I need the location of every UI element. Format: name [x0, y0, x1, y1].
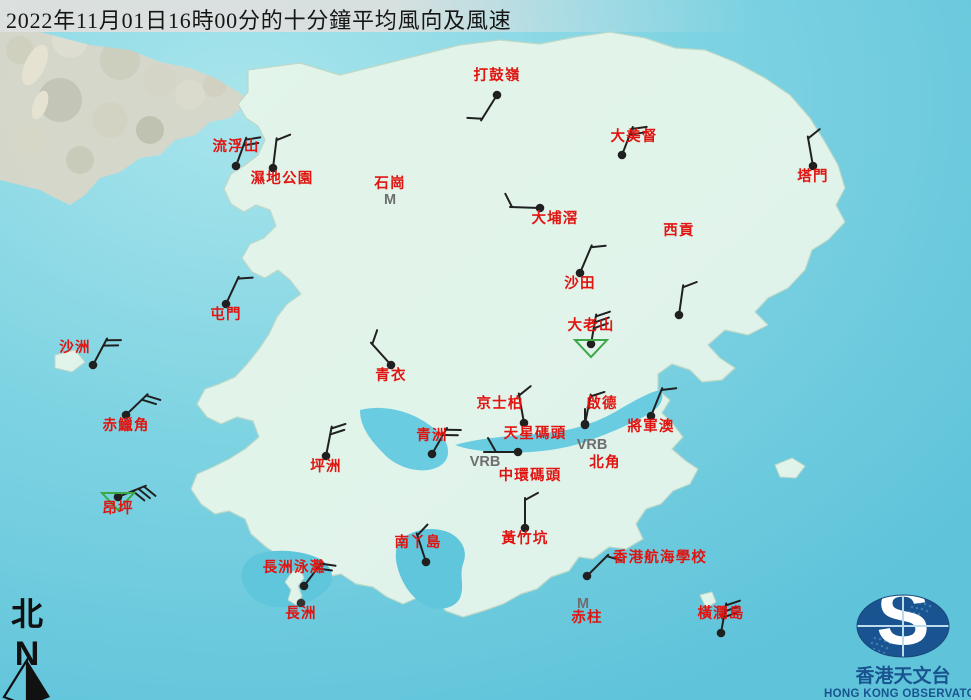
- svg-text:赤鱲角: 赤鱲角: [102, 416, 149, 434]
- svg-text:VRB: VRB: [470, 454, 501, 470]
- svg-text:橫瀾島: 橫瀾島: [697, 604, 744, 622]
- svg-text:M: M: [577, 596, 589, 612]
- svg-text:青洲: 青洲: [416, 426, 447, 444]
- svg-text:青衣: 青衣: [375, 366, 406, 384]
- svg-text:大老山: 大老山: [567, 316, 614, 334]
- svg-text:沙洲: 沙洲: [59, 339, 90, 356]
- svg-text:中環碼頭: 中環碼頭: [499, 466, 562, 484]
- svg-text:昂坪: 昂坪: [102, 500, 133, 517]
- svg-text:香港航海學校: 香港航海學校: [613, 548, 707, 566]
- svg-text:天星碼頭: 天星碼頭: [504, 425, 567, 442]
- svg-text:大埔滘: 大埔滘: [531, 209, 578, 227]
- svg-text:西貢: 西貢: [663, 222, 694, 239]
- svg-text:黃竹坑: 黃竹坑: [501, 529, 548, 547]
- svg-text:流浮山: 流浮山: [212, 137, 259, 155]
- svg-text:啟德: 啟德: [586, 394, 617, 412]
- svg-text:沙田: 沙田: [564, 275, 595, 292]
- svg-text:打鼓嶺: 打鼓嶺: [473, 66, 520, 84]
- svg-text:北: 北: [11, 596, 43, 632]
- svg-text:塔門: 塔門: [797, 167, 828, 185]
- svg-text:京士柏: 京士柏: [476, 394, 523, 412]
- svg-text:南丫島: 南丫島: [394, 533, 441, 551]
- svg-text:北角: 北角: [589, 453, 620, 471]
- svg-text:大美督: 大美督: [610, 127, 657, 145]
- svg-text:HONG KONG OBSERVATORY: HONG KONG OBSERVATORY: [824, 688, 971, 700]
- svg-text:香港天文台: 香港天文台: [854, 664, 950, 687]
- svg-text:將軍澳: 將軍澳: [627, 417, 674, 435]
- svg-text:M: M: [384, 192, 396, 208]
- svg-text:坪洲: 坪洲: [310, 458, 341, 475]
- svg-text:濕地公園: 濕地公園: [251, 169, 314, 187]
- svg-text:長洲: 長洲: [285, 605, 316, 622]
- svg-text:長洲泳灘: 長洲泳灘: [263, 558, 326, 576]
- svg-text:VRB: VRB: [577, 437, 608, 453]
- svg-text:屯門: 屯門: [210, 305, 241, 323]
- svg-text:石崗: 石崗: [373, 174, 405, 192]
